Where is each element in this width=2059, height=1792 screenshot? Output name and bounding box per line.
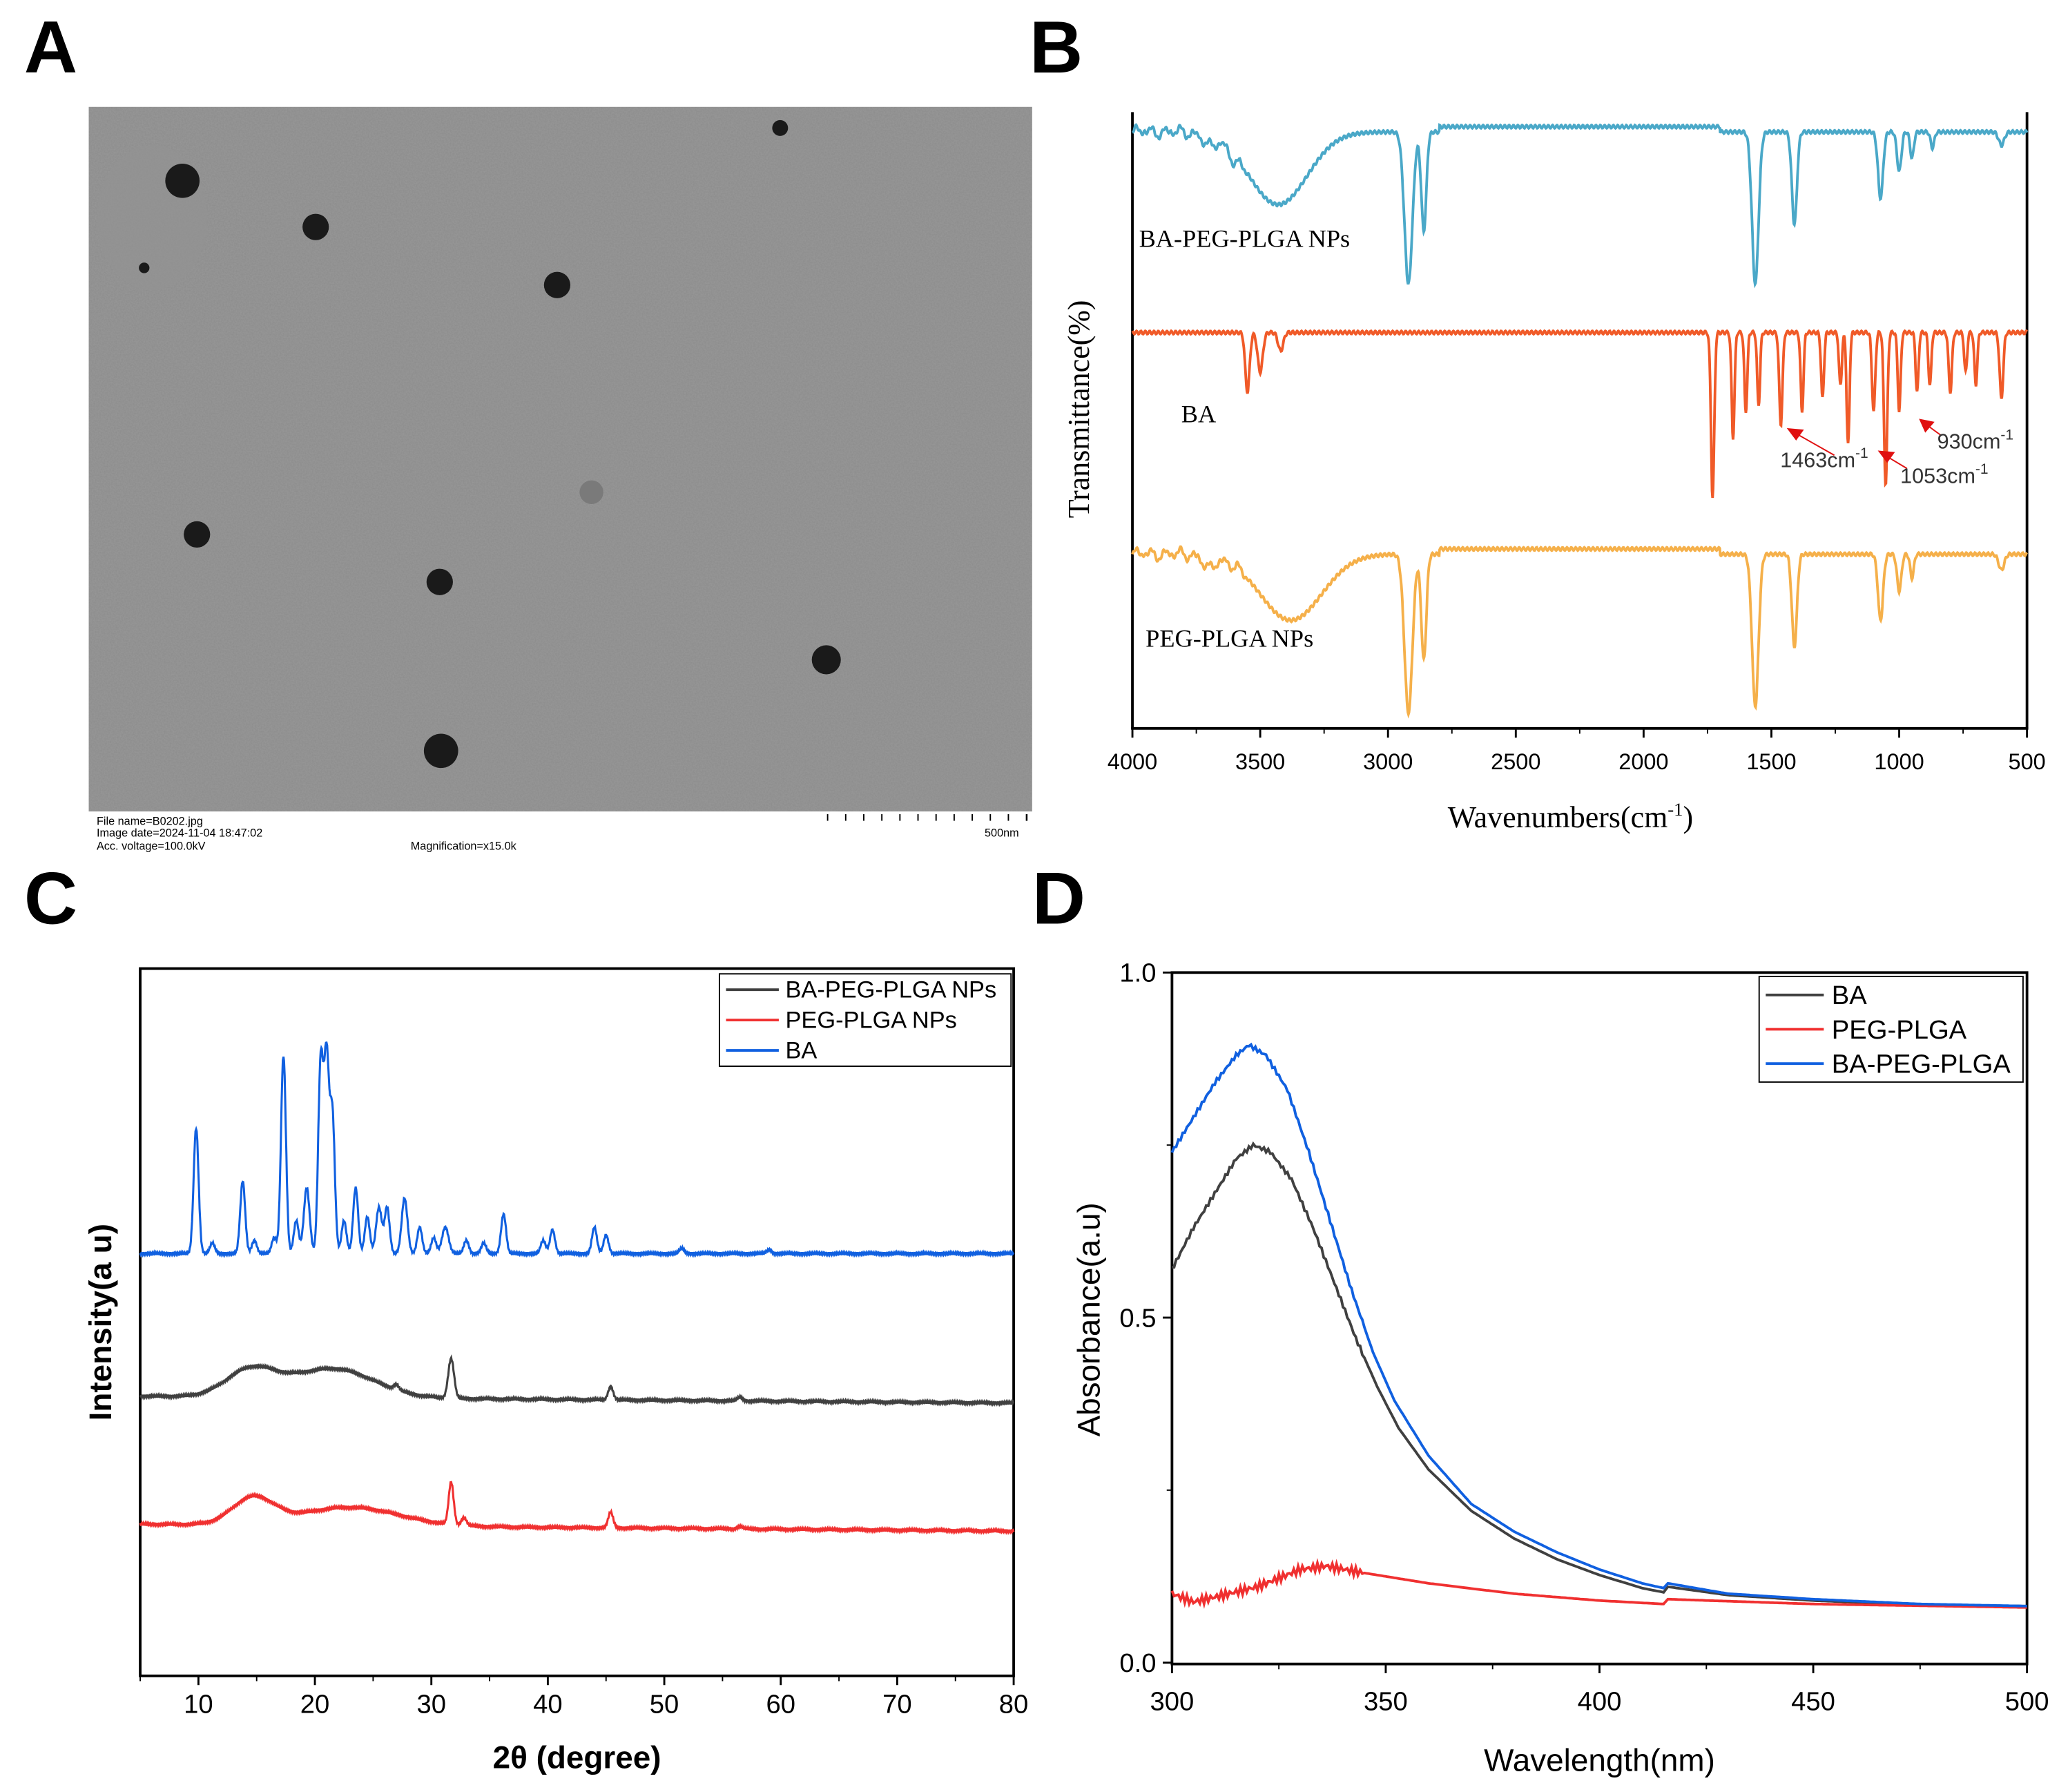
annotation-930: 930cm-1 xyxy=(1937,427,2013,453)
series-line-peg-plga-nps xyxy=(139,1481,1015,1536)
xrd-chart: 10 20 30 40 50 60 70 80 BA-PEG-PLGA NPs PEG-PLGA… xyxy=(82,967,1029,1775)
x-tick-label: 70 xyxy=(882,1689,912,1719)
x-tick-label: 3500 xyxy=(1235,749,1285,774)
y-axis-title: Transmittance(%) xyxy=(1062,300,1096,519)
series-line-peg-plga-nps xyxy=(1131,545,2028,719)
x-tick-label: 300 xyxy=(1150,1687,1195,1717)
nanoparticles xyxy=(139,119,841,769)
x-tick-label: 4000 xyxy=(1108,749,1157,774)
legend-label: PEG-PLGA NPs xyxy=(785,1008,956,1034)
y-tick-label: 0.0 xyxy=(1119,1648,1156,1678)
x-tick-label: 350 xyxy=(1364,1687,1408,1717)
x-tick-label: 1500 xyxy=(1746,749,1796,774)
tem-image-date: Image date=2024-11-04 18:47:02 xyxy=(97,827,262,840)
x-tick-label: 3000 xyxy=(1363,749,1413,774)
series-label-peg-plga: PEG-PLGA NPs xyxy=(1146,624,1313,652)
x-tick-label: 60 xyxy=(766,1689,795,1719)
series-line-ba-peg-plga xyxy=(1170,1042,2027,1608)
x-tick-label: 10 xyxy=(184,1689,213,1719)
tem-magnification: Magnification=x15.0k xyxy=(411,840,517,853)
legend-label: PEG-PLGA xyxy=(1832,1015,1967,1045)
series-line-ba xyxy=(1131,329,2029,499)
x-tick-label: 20 xyxy=(300,1689,330,1719)
x-axis-title: Wavelength(nm) xyxy=(1484,1742,1715,1777)
legend-label: BA-PEG-PLGA xyxy=(1832,1050,2011,1079)
legend: BA-PEG-PLGA NPs PEG-PLGA NPs BA xyxy=(718,973,1012,1067)
y-tick-label: 0.5 xyxy=(1119,1303,1156,1333)
ftir-chart: 4000 3500 3000 2500 2000 1500 1000 500 BA-PEG-P… xyxy=(1062,112,2046,834)
uv-vis-chart: 300 350 400 450 500 0.0 0.5 1.0 BA PEG-PLGA BA-PE… xyxy=(1070,958,2049,1778)
legend-label: BA xyxy=(785,1038,817,1064)
tem-micrograph: File name=B0202.jpg Image date=2024-11-0… xyxy=(88,106,1032,857)
y-axis-title: Intensity(a u) xyxy=(82,1224,118,1420)
peak-annotations: 1463cm-1 1053cm-1 930cm-1 xyxy=(1780,418,2013,488)
x-tick-label: 30 xyxy=(416,1689,446,1719)
x-tick-label: 80 xyxy=(999,1689,1029,1719)
series-label-ba-peg-plga: BA-PEG-PLGA NPs xyxy=(1139,224,1351,252)
legend: BA PEG-PLGA BA-PEG-PLGA xyxy=(1758,976,2024,1083)
x-tick-label: 40 xyxy=(533,1689,563,1719)
tem-file-name: File name=B0202.jpg xyxy=(97,815,203,827)
x-tick-label: 400 xyxy=(1578,1687,1622,1717)
panel-label-d: D xyxy=(1032,857,1085,940)
series-line-ba-peg-plga-nps xyxy=(139,1354,1015,1407)
series-line-ba xyxy=(1172,1141,2027,1608)
series-line-ba xyxy=(139,1041,1015,1258)
panel-label-c: C xyxy=(24,857,77,940)
legend-label: BA-PEG-PLGA NPs xyxy=(785,977,996,1003)
tem-scale-label: 500nm xyxy=(985,827,1019,840)
panel-label-a: A xyxy=(24,6,77,88)
x-axis-title: Wavenumbers(cm-1) xyxy=(1448,799,1693,834)
series-line-ba-peg-plga-nps xyxy=(1132,123,2029,289)
x-tick-label: 450 xyxy=(1791,1687,1835,1717)
series-line-peg-plga xyxy=(1170,1558,2027,1609)
panel-label-b: B xyxy=(1030,6,1083,88)
annotation-1053: 1053cm-1 xyxy=(1900,461,1988,488)
x-axis-title: 2θ (degree) xyxy=(493,1740,661,1775)
x-tick-label: 50 xyxy=(650,1689,679,1719)
y-tick-label: 1.0 xyxy=(1119,958,1156,988)
y-axis-title: Absorbance(a.u) xyxy=(1070,1202,1106,1436)
legend-label: BA xyxy=(1832,981,1867,1010)
annotation-1463: 1463cm-1 xyxy=(1780,445,1868,472)
x-tick-label: 2500 xyxy=(1491,749,1540,774)
x-tick-label: 2000 xyxy=(1618,749,1668,774)
x-tick-label: 500 xyxy=(2009,749,2046,774)
series-label-ba: BA xyxy=(1181,400,1216,427)
x-tick-label: 500 xyxy=(2005,1687,2049,1717)
x-tick-label: 1000 xyxy=(1874,749,1924,774)
scale-bar xyxy=(826,814,1028,821)
tem-voltage: Acc. voltage=100.0kV xyxy=(97,840,206,853)
